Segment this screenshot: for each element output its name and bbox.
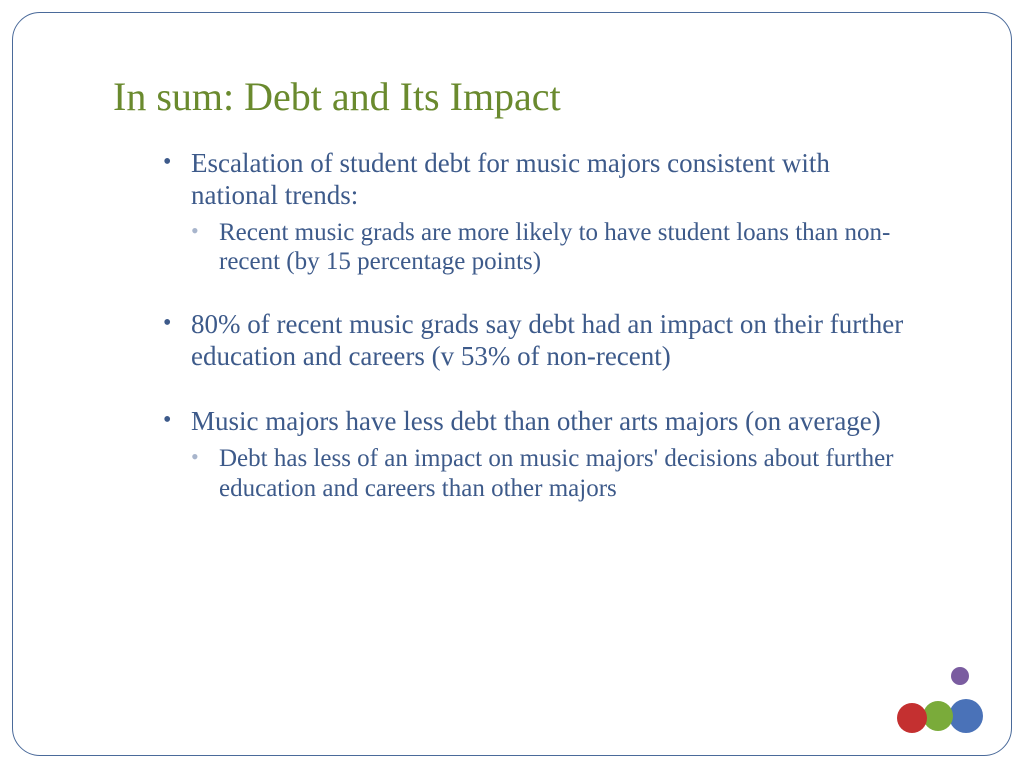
bullet-item: 80% of recent music grads say debt had a… — [163, 309, 911, 373]
spacer — [163, 378, 911, 406]
circle-icon — [897, 703, 927, 733]
sub-bullet-item: Recent music grads are more likely to ha… — [191, 218, 911, 277]
sub-bullet-item: Debt has less of an impact on music majo… — [191, 444, 911, 503]
corner-decoration — [873, 663, 983, 733]
slide-title: In sum: Debt and Its Impact — [113, 73, 931, 120]
slide-content: Escalation of student debt for music maj… — [163, 148, 911, 503]
circle-icon — [949, 699, 983, 733]
spacer — [163, 281, 911, 309]
circle-icon — [923, 701, 953, 731]
bullet-item: Escalation of student debt for music maj… — [163, 148, 911, 212]
circle-icon — [951, 667, 969, 685]
slide-frame: In sum: Debt and Its Impact Escalation o… — [12, 12, 1012, 756]
bullet-item: Music majors have less debt than other a… — [163, 406, 911, 438]
